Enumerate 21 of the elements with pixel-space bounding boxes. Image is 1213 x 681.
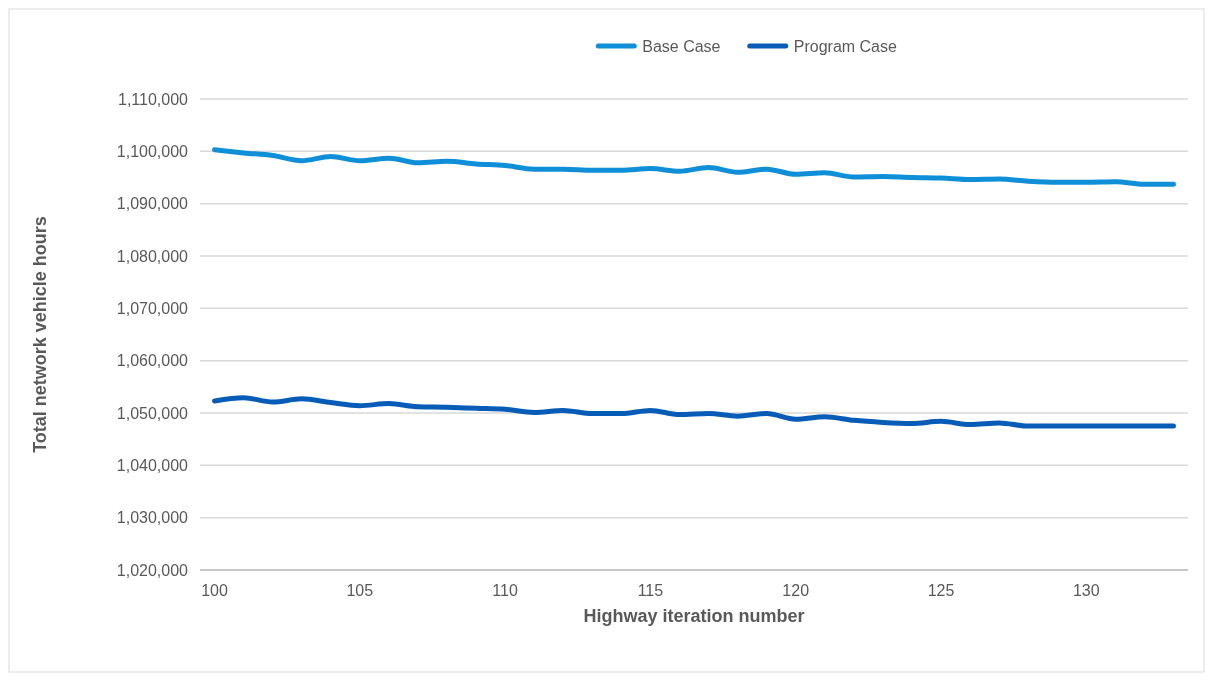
x-tick-label: 100 <box>201 582 228 599</box>
x-axis-title: Highway iteration number <box>583 606 805 626</box>
y-tick-label: 1,100,000 <box>116 142 189 160</box>
x-tick-label: 110 <box>492 582 518 599</box>
x-tick-label: 115 <box>637 582 664 599</box>
legend-label: Program Case <box>793 37 897 55</box>
y-tick-label: 1,070,000 <box>116 299 189 317</box>
x-tick-label: 130 <box>1072 582 1100 599</box>
y-tick-label: 1,020,000 <box>116 561 189 579</box>
y-axis-title: Total network vehicle hours <box>30 216 50 453</box>
legend-label: Base Case <box>642 37 721 55</box>
y-tick-label: 1,090,000 <box>116 195 189 213</box>
x-tick-label: 105 <box>346 582 374 599</box>
y-tick-label: 1,060,000 <box>116 352 189 370</box>
x-tick-label: 125 <box>927 582 955 599</box>
y-tick-label: 1,040,000 <box>116 456 189 474</box>
y-tick-label: 1,050,000 <box>116 404 189 422</box>
y-tick-label: 1,080,000 <box>116 247 189 265</box>
x-tick-label: 120 <box>782 582 810 599</box>
y-tick-label: 1,110,000 <box>118 90 189 108</box>
y-tick-label: 1,030,000 <box>116 509 189 527</box>
